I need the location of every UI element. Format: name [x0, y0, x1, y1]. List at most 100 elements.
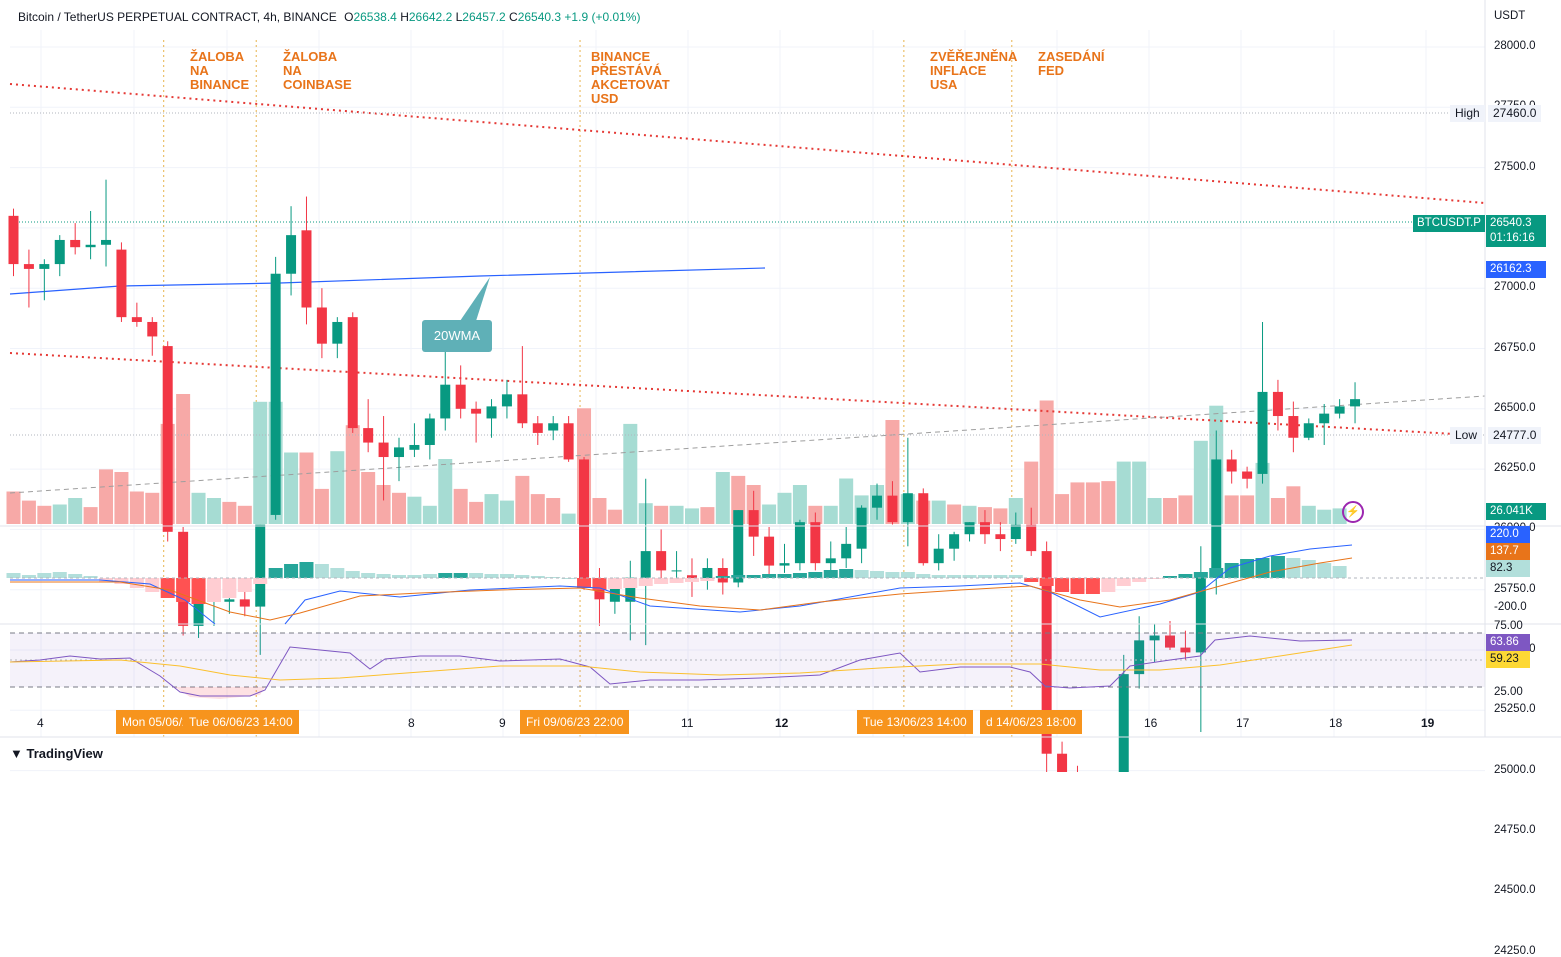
candle-body[interactable]	[301, 230, 312, 308]
macd-bar	[1085, 578, 1100, 594]
candle-body[interactable]	[1180, 647, 1191, 653]
macd-bar	[993, 575, 1008, 578]
dashed-support-line[interactable]	[9, 395, 1486, 494]
candle-body[interactable]	[517, 394, 528, 424]
candle-body[interactable]	[39, 264, 50, 269]
candle-body[interactable]	[825, 558, 836, 564]
candle-body[interactable]	[609, 582, 620, 602]
candle-body[interactable]	[70, 239, 81, 248]
candle-body[interactable]	[286, 235, 297, 274]
macd-bar	[1332, 566, 1347, 578]
candle-body[interactable]	[147, 321, 158, 337]
candle-body[interactable]	[486, 406, 497, 419]
candle-body[interactable]	[1319, 413, 1330, 424]
wma-callout[interactable]: 20WMA	[422, 320, 492, 352]
candle-body[interactable]	[501, 394, 512, 407]
candle-body[interactable]	[440, 384, 451, 419]
trading-chart[interactable]	[0, 0, 1561, 772]
candle-body[interactable]	[378, 442, 389, 458]
candle-body[interactable]	[316, 307, 327, 344]
candle-body[interactable]	[116, 249, 127, 318]
candle-body[interactable]	[625, 577, 636, 602]
candle-body[interactable]	[1288, 416, 1299, 438]
candle-body[interactable]	[23, 264, 34, 269]
candle-body[interactable]	[1226, 459, 1237, 472]
candle-body[interactable]	[347, 317, 358, 429]
candle-body[interactable]	[1118, 674, 1129, 772]
candle-body[interactable]	[841, 543, 852, 559]
candle-body[interactable]	[1134, 640, 1145, 675]
candle-body[interactable]	[471, 408, 482, 414]
candle-body[interactable]	[702, 567, 713, 581]
candle-body[interactable]	[764, 536, 775, 566]
candle-body[interactable]	[933, 548, 944, 564]
candle-body[interactable]	[1010, 524, 1021, 540]
candle-body[interactable]	[409, 444, 420, 450]
candle-body[interactable]	[949, 534, 960, 549]
candle-body[interactable]	[394, 447, 404, 458]
candle-body[interactable]	[54, 239, 65, 265]
candle-body[interactable]	[779, 563, 790, 566]
candle-body[interactable]	[671, 570, 682, 572]
candle-body[interactable]	[1350, 399, 1361, 407]
candle-body[interactable]	[979, 522, 990, 535]
macd-bar	[1209, 568, 1224, 578]
candle-body[interactable]	[579, 459, 590, 585]
candle-body[interactable]	[255, 524, 266, 607]
candle-body[interactable]	[810, 522, 821, 564]
candle-body[interactable]	[455, 384, 466, 409]
candle-body[interactable]	[887, 495, 898, 523]
tradingview-logo[interactable]: ▼ TradingView	[10, 746, 103, 761]
candle-body[interactable]	[363, 428, 374, 443]
candle-body[interactable]	[548, 423, 559, 431]
candle-body[interactable]	[1165, 635, 1175, 648]
candle-body[interactable]	[131, 317, 142, 322]
candle-body[interactable]	[717, 567, 728, 583]
trend-line-lower[interactable]	[9, 352, 1456, 435]
candle-body[interactable]	[332, 321, 343, 344]
trend-line-upper[interactable]	[9, 83, 1486, 204]
candle-body[interactable]	[101, 239, 112, 245]
candle-body[interactable]	[270, 273, 281, 515]
candle-body[interactable]	[532, 423, 543, 433]
candle-body[interactable]	[686, 575, 697, 581]
candle-body[interactable]	[856, 507, 867, 549]
volume-bar	[607, 509, 622, 524]
candlestick-series[interactable]	[8, 179, 1361, 772]
candle-body[interactable]	[1257, 391, 1268, 474]
candle-body[interactable]	[1041, 551, 1052, 754]
candle-body[interactable]	[733, 510, 744, 583]
candle-body[interactable]	[224, 599, 235, 602]
candle-body[interactable]	[1057, 753, 1068, 772]
candle-body[interactable]	[918, 493, 929, 564]
candle-body[interactable]	[640, 551, 651, 578]
candle-body[interactable]	[85, 244, 96, 248]
candle-body[interactable]	[995, 534, 1006, 540]
candle-body[interactable]	[563, 423, 574, 460]
volume-bar	[68, 498, 83, 524]
candle-body[interactable]	[193, 601, 204, 626]
lightning-icon[interactable]: ⚡	[1342, 501, 1364, 523]
candle-body[interactable]	[1334, 406, 1345, 414]
candle-body[interactable]	[902, 493, 913, 523]
candle-body[interactable]	[1272, 391, 1283, 417]
candle-body[interactable]	[1303, 423, 1314, 438]
candle-body[interactable]	[872, 495, 883, 508]
event-line: PŘESTÁVÁ	[591, 63, 662, 78]
candle-body[interactable]	[1242, 471, 1253, 479]
volume-bar	[37, 505, 52, 524]
candle-body[interactable]	[794, 522, 805, 564]
candle-body[interactable]	[1211, 459, 1222, 578]
candle-body[interactable]	[8, 215, 19, 265]
candle-body[interactable]	[239, 599, 250, 607]
candle-body[interactable]	[424, 418, 435, 445]
candle-body[interactable]	[594, 584, 605, 600]
candle-body[interactable]	[1195, 577, 1206, 653]
candle-body[interactable]	[656, 551, 667, 571]
candle-body[interactable]	[1149, 635, 1160, 641]
candle-body[interactable]	[162, 346, 173, 532]
low-label: Low	[1450, 427, 1483, 444]
candle-body[interactable]	[964, 522, 975, 535]
candle-body[interactable]	[1026, 524, 1037, 552]
candle-body[interactable]	[748, 510, 759, 537]
